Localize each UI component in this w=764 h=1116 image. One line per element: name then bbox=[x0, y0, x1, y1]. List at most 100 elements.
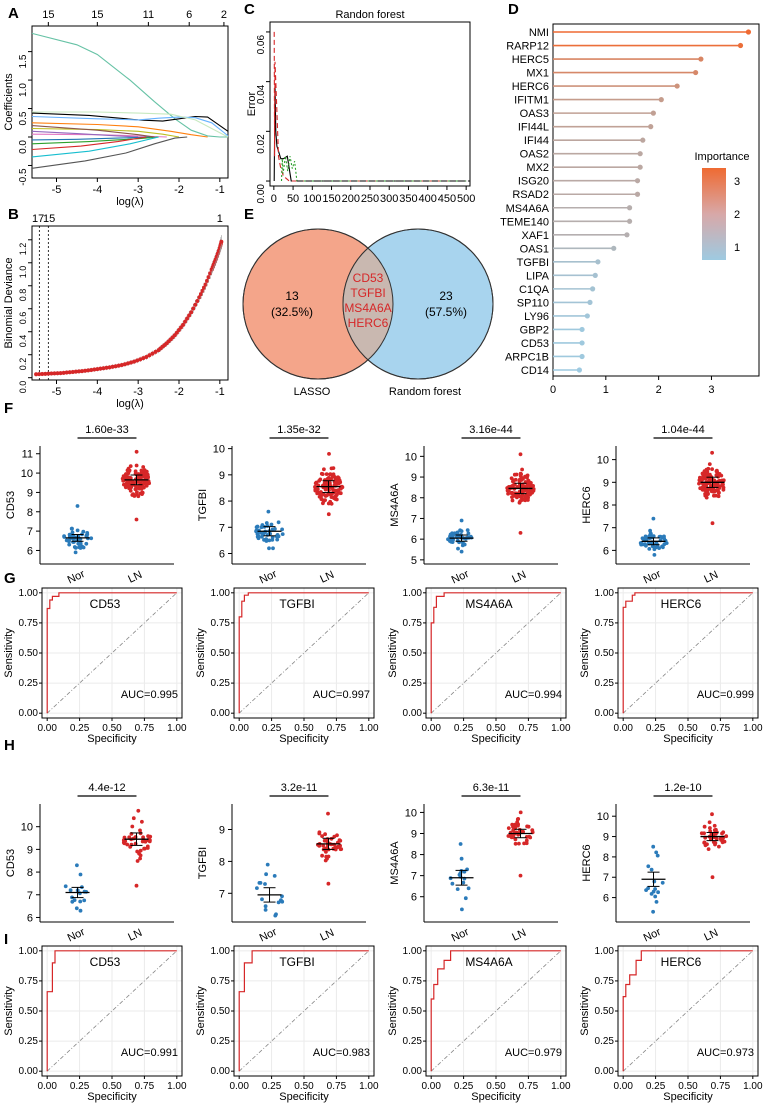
x-tick-label: 0.75 bbox=[711, 723, 731, 734]
y-tick-label: 0.00 bbox=[403, 1066, 423, 1077]
y-tick-label: 9 bbox=[411, 829, 417, 841]
deviance-point bbox=[52, 371, 57, 376]
x-tick-label: 0.00 bbox=[421, 1081, 441, 1092]
y-tick-label: 0.25 bbox=[403, 1036, 423, 1047]
y-tick-label: 9 bbox=[219, 825, 225, 837]
chance-diagonal bbox=[238, 950, 370, 1072]
auc-label: AUC=0.973 bbox=[697, 1047, 754, 1059]
y-tick-label: 8 bbox=[603, 500, 609, 512]
sample-point bbox=[67, 542, 72, 547]
deviance-point bbox=[76, 369, 81, 374]
y-tick-label: 0.75 bbox=[595, 618, 615, 629]
sample-point bbox=[260, 897, 264, 902]
panel-h-ms4a6a: 6 7 8 9 10 MS4A6A Nor LN 6.3e-11 bbox=[389, 782, 558, 944]
deviance-point bbox=[189, 310, 194, 315]
lollipop-head bbox=[624, 232, 630, 238]
deviance-point bbox=[122, 362, 127, 367]
sample-point bbox=[458, 842, 463, 846]
x-tick-label: 300 bbox=[380, 193, 398, 205]
deviance-point bbox=[49, 371, 54, 376]
lollipop-head bbox=[590, 286, 596, 292]
gene-label: IFITM1 bbox=[514, 95, 549, 107]
panel-f-herc6: 6 7 8 9 10 HERC6 Nor LN 1.04e-44 bbox=[581, 424, 750, 586]
gene-title: CD53 bbox=[90, 597, 121, 611]
sample-point bbox=[705, 492, 710, 496]
chance-diagonal bbox=[46, 950, 178, 1072]
sample-point bbox=[454, 532, 459, 537]
sample-point bbox=[512, 472, 517, 477]
coef-path-c2 bbox=[31, 112, 229, 132]
x-tick-label: 1.00 bbox=[743, 723, 763, 734]
y-axis-title: Sensitivity bbox=[387, 628, 399, 678]
sample-point bbox=[721, 487, 726, 492]
roc-curve bbox=[430, 592, 561, 714]
sample-point bbox=[328, 492, 333, 497]
group-label: LN bbox=[510, 569, 528, 586]
sample-point bbox=[713, 842, 717, 847]
panel-f-tgfbi: 6 7 8 9 10 TGFBI Nor LN 1.35e-32 bbox=[197, 424, 366, 586]
sample-point bbox=[271, 546, 275, 551]
sample-point bbox=[713, 483, 718, 487]
x-tick-label: 0.25 bbox=[646, 1081, 666, 1092]
p-value: 3.2e-11 bbox=[281, 782, 318, 794]
sample-point bbox=[513, 837, 518, 842]
overlap-gene: HERC6 bbox=[348, 316, 389, 330]
deviance-point bbox=[116, 363, 121, 368]
lollipop-head bbox=[587, 299, 593, 305]
deviance-point bbox=[89, 367, 94, 372]
error-line-err_nor bbox=[273, 31, 467, 182]
sample-point bbox=[661, 545, 665, 550]
right-pct: (57.5%) bbox=[425, 305, 467, 319]
deviance-point bbox=[119, 363, 124, 368]
deviance-point bbox=[70, 369, 75, 374]
gene-title: HERC6 bbox=[661, 597, 702, 611]
x-tick-label: 0.25 bbox=[262, 723, 282, 734]
sample-point bbox=[524, 835, 529, 839]
sample-point bbox=[276, 520, 281, 525]
x-tick-label: 1.00 bbox=[743, 1081, 763, 1092]
sample-point bbox=[78, 546, 83, 550]
sample-point bbox=[263, 882, 267, 886]
sample-point bbox=[664, 541, 669, 545]
deviance-point bbox=[206, 275, 211, 280]
sample-point bbox=[327, 452, 331, 456]
y-tick-label: 10 bbox=[597, 455, 609, 467]
lollipop-head bbox=[658, 97, 664, 103]
deviance-point bbox=[138, 357, 143, 362]
deviance-point bbox=[202, 285, 207, 290]
sample-point bbox=[321, 492, 326, 497]
sample-point bbox=[130, 493, 135, 497]
sample-point bbox=[511, 828, 516, 833]
gene-label: CD53 bbox=[521, 338, 549, 350]
x-tick-label: 1.00 bbox=[551, 723, 571, 734]
legend-tick-label: 3 bbox=[734, 176, 740, 188]
x-tick-label: 0.50 bbox=[294, 723, 314, 734]
x-tick-label: 0.25 bbox=[70, 1081, 90, 1092]
group-label: Nor bbox=[642, 568, 663, 587]
deviance-point bbox=[58, 371, 63, 376]
deviance-point bbox=[113, 364, 118, 369]
x-tick-label: 400 bbox=[419, 193, 437, 205]
y-tick-label: 1.00 bbox=[403, 946, 423, 957]
p-value: 3.16e-44 bbox=[469, 424, 512, 436]
x-axis-title: Specificity bbox=[87, 1091, 137, 1103]
panel-letter-d: D bbox=[508, 1, 519, 18]
sample-point bbox=[724, 834, 729, 839]
y-tick-label: 0.50 bbox=[211, 1006, 231, 1017]
deviance-point bbox=[43, 371, 48, 376]
x-tick-label: 0.50 bbox=[678, 1081, 698, 1092]
coef-path-c11 bbox=[31, 136, 147, 151]
y-tick-label: 0.8 bbox=[18, 289, 28, 302]
y-axis-title: Sensitivity bbox=[3, 628, 15, 678]
top-axis-label: 15 bbox=[91, 9, 103, 21]
sample-point bbox=[526, 478, 531, 483]
sample-point bbox=[78, 908, 83, 913]
sample-point bbox=[128, 488, 133, 493]
sample-point bbox=[657, 546, 661, 550]
sample-point bbox=[123, 472, 128, 477]
sample-point bbox=[710, 875, 715, 880]
x-tick-label: 2 bbox=[656, 384, 662, 396]
sample-point bbox=[269, 522, 274, 527]
